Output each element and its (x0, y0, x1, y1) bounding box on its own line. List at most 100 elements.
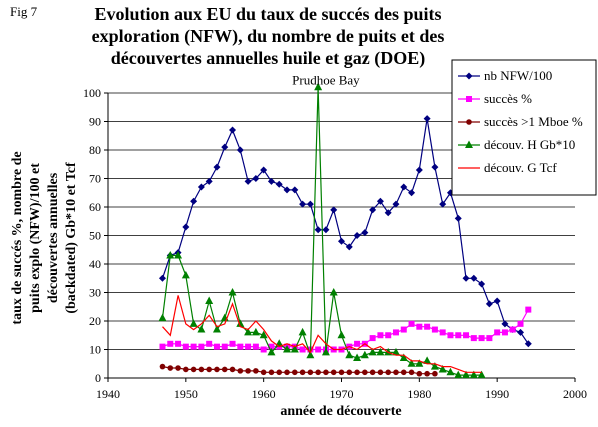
y-tick-label-8: 80 (89, 143, 101, 157)
data-point-3-10 (236, 319, 245, 327)
data-point-0-23 (338, 237, 345, 245)
series-line-4 (162, 295, 482, 373)
y-tick-label-5: 50 (89, 229, 101, 243)
data-point-2-34 (424, 370, 430, 377)
data-point-3-18 (298, 327, 307, 336)
y-tick-label-1: 10 (89, 343, 101, 357)
y-axis-title-line-1: taux de succés %, nombre de (10, 151, 25, 324)
data-point-3-32 (407, 359, 416, 367)
data-point-3-40 (469, 370, 478, 379)
chart-title: Evolution aux EU du taux de succés des p… (92, 4, 445, 69)
data-point-0-38 (454, 214, 462, 222)
data-point-1-18 (299, 346, 306, 353)
data-point-2-28 (377, 369, 384, 376)
legend: nb NFW/100 succès % succès >1 Mboe % découv… (451, 59, 597, 196)
data-point-0-39 (462, 274, 470, 282)
data-point-1-27 (369, 335, 376, 342)
data-point-0-24 (345, 243, 353, 251)
x-tick-label-4: 1980 (407, 387, 431, 401)
data-point-0-46 (517, 328, 525, 336)
legend-label-0: nb NFW/100 (484, 68, 552, 83)
data-point-2-1 (167, 365, 174, 371)
data-point-0-29 (384, 209, 392, 217)
data-point-1-39 (463, 332, 470, 339)
data-point-2-23 (338, 369, 345, 376)
figure-label: Fig 7 (10, 4, 38, 19)
data-point-3-12 (251, 327, 260, 336)
x-tick-label-3: 1970 (330, 387, 354, 401)
data-point-2-22 (330, 369, 337, 376)
data-point-0-27 (369, 206, 377, 214)
data-point-2-4 (190, 366, 197, 373)
y-tick-label-2: 20 (89, 314, 101, 328)
data-point-3-14 (267, 347, 276, 356)
data-point-1-28 (377, 332, 384, 339)
data-point-0-33 (415, 166, 423, 174)
legend-label-3: découv. H Gb*10 (484, 137, 575, 152)
data-point-1-4 (190, 343, 197, 350)
series-group (158, 82, 532, 379)
data-point-0-6 (205, 177, 213, 185)
data-point-3-5 (197, 325, 206, 333)
data-point-2-15 (276, 369, 283, 376)
data-point-2-5 (198, 366, 205, 373)
data-point-2-33 (416, 370, 423, 377)
data-point-1-44 (501, 329, 508, 336)
data-point-0-44 (501, 320, 509, 328)
data-point-0-12 (252, 175, 260, 182)
data-point-2-35 (432, 370, 438, 377)
data-point-0-16 (283, 186, 291, 194)
data-point-0-30 (392, 200, 400, 208)
data-point-3-25 (353, 353, 362, 362)
data-point-1-37 (447, 332, 454, 339)
data-point-3-16 (283, 345, 292, 353)
data-point-1-8 (221, 343, 228, 350)
data-point-1-38 (455, 332, 462, 339)
data-point-2-14 (268, 369, 275, 376)
data-point-2-31 (400, 369, 407, 376)
data-point-2-11 (245, 368, 251, 374)
data-point-3-36 (438, 364, 447, 373)
data-point-2-20 (315, 369, 321, 376)
legend-label-1: succès % (484, 91, 532, 106)
data-point-1-3 (182, 343, 189, 350)
data-point-1-34 (424, 323, 431, 330)
data-point-2-25 (354, 369, 360, 376)
legend-box (451, 59, 597, 196)
data-point-2-0 (159, 363, 166, 370)
x-axis-title: année de découverte (280, 404, 401, 419)
data-point-0-13 (260, 166, 268, 174)
data-point-1-32 (408, 320, 415, 327)
data-point-3-38 (454, 370, 463, 379)
data-point-1-45 (509, 326, 516, 333)
data-point-0-42 (485, 300, 493, 308)
data-point-3-39 (462, 370, 471, 379)
data-point-3-23 (337, 330, 346, 339)
data-point-3-1 (166, 250, 175, 259)
y-tick-label-10: 100 (83, 86, 101, 100)
data-point-3-9 (228, 288, 237, 296)
x-tick-label-1: 1950 (174, 387, 198, 401)
data-point-0-31 (400, 183, 408, 191)
data-point-2-8 (221, 366, 228, 373)
data-point-1-40 (470, 335, 477, 342)
data-point-2-19 (307, 369, 314, 376)
data-point-3-28 (376, 347, 385, 356)
data-point-1-46 (517, 320, 524, 327)
data-point-2-27 (369, 369, 376, 376)
data-point-3-34 (423, 356, 432, 364)
data-point-1-36 (439, 329, 446, 336)
data-point-2-18 (299, 369, 306, 376)
data-point-0-3 (182, 223, 190, 231)
data-point-3-24 (345, 350, 354, 359)
chart-title-line-1: Evolution aux EU du taux de succés des p… (94, 4, 441, 24)
x-tick-label-2: 1960 (252, 387, 276, 401)
data-point-1-20 (315, 346, 322, 353)
y-tick-label-3: 30 (89, 286, 101, 300)
data-point-2-6 (206, 366, 212, 373)
data-point-3-33 (415, 359, 424, 367)
data-point-0-36 (439, 200, 447, 208)
data-point-0-28 (376, 197, 384, 205)
legend-marker-3 (465, 140, 473, 148)
